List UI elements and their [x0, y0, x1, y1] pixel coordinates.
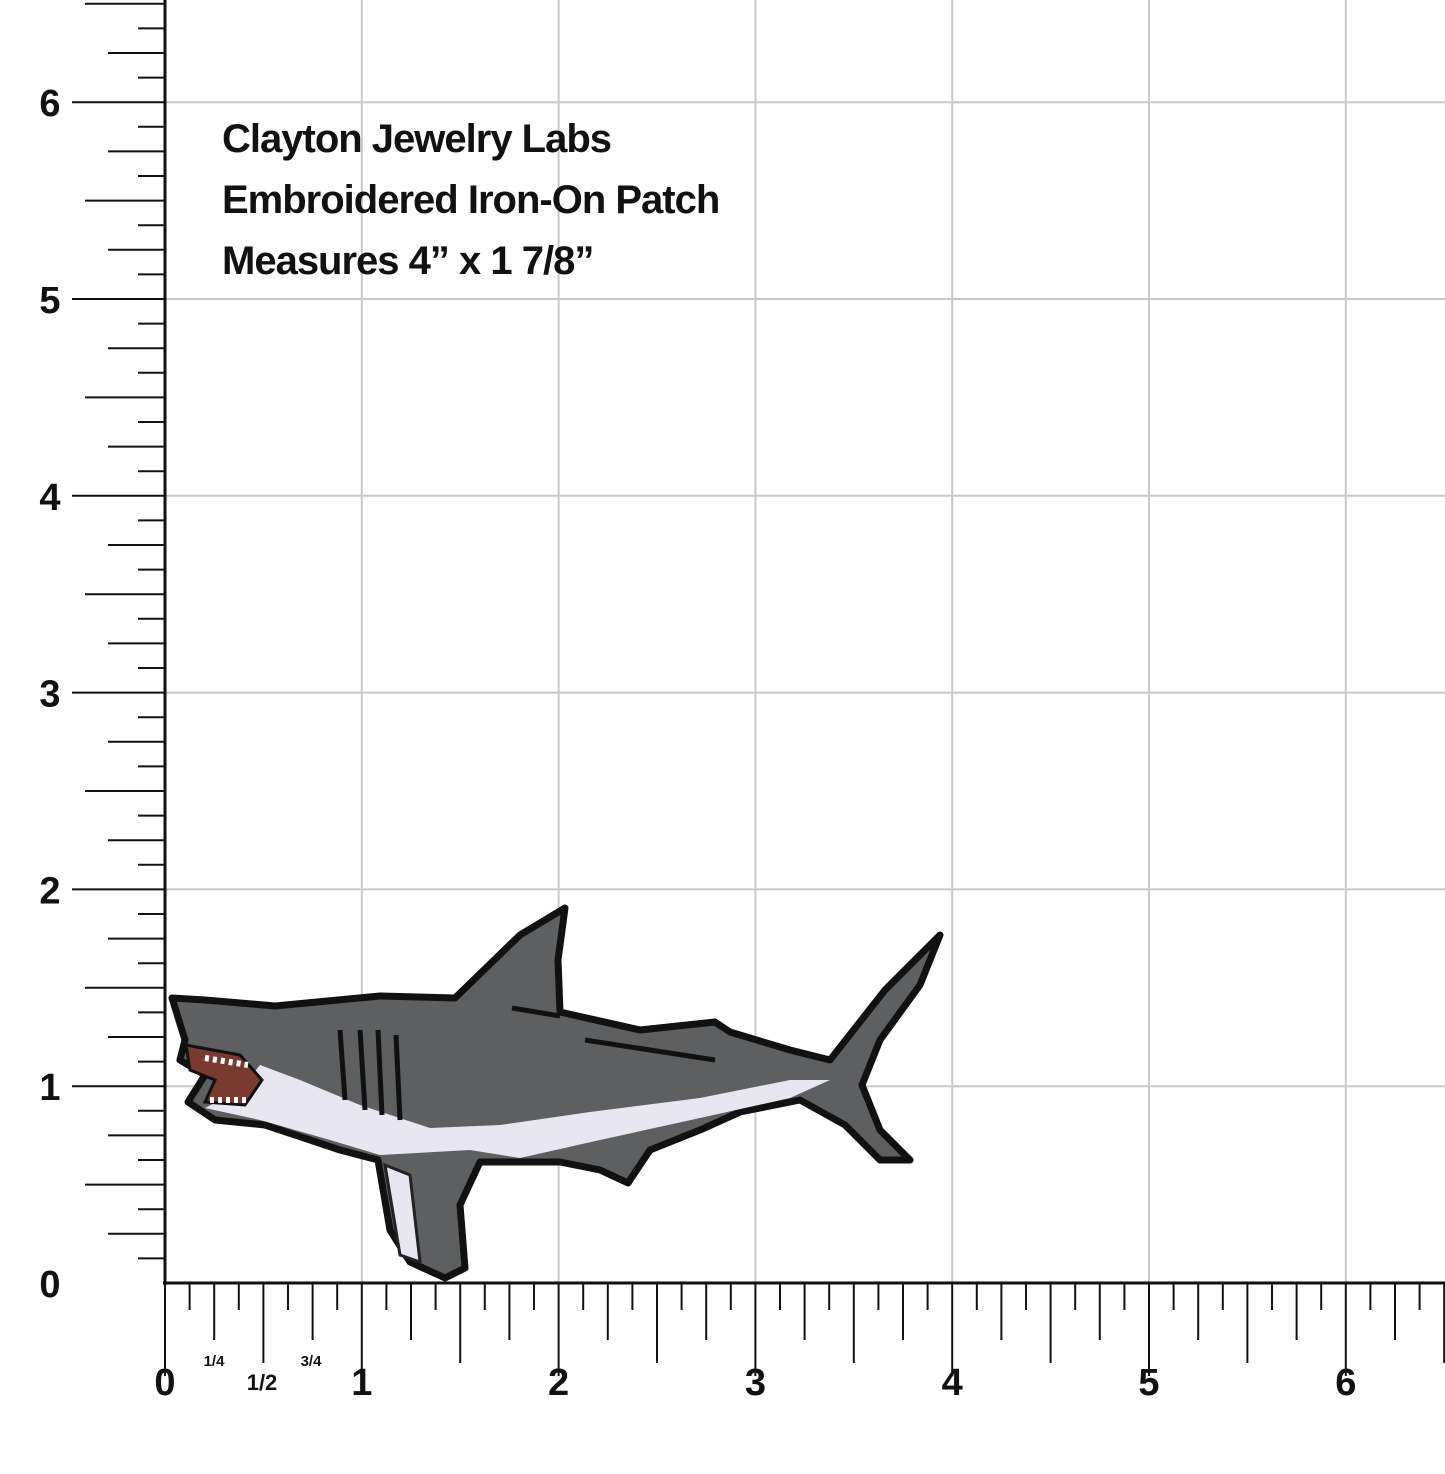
y-label: 6 — [39, 83, 60, 125]
y-label: 3 — [39, 674, 60, 716]
x-label: 0 — [154, 1362, 175, 1404]
grid — [72, 0, 1445, 1376]
labels: 0 1 2 3 4 5 6 0 1 2 3 4 5 6 1/4 1/2 3/4 Clayton Jewelry L… — [39, 83, 1356, 1404]
x-label: 6 — [1335, 1362, 1356, 1404]
annotation-line: Embroidered Iron-On Patch — [222, 178, 719, 222]
x-label: 2 — [548, 1362, 569, 1404]
x-label: 4 — [942, 1362, 963, 1404]
x-label: 3 — [745, 1362, 766, 1404]
y-label: 0 — [39, 1264, 60, 1306]
y-label: 1 — [39, 1067, 60, 1109]
y-label: 2 — [39, 870, 60, 912]
x-label: 5 — [1138, 1362, 1159, 1404]
fraction-label: 3/4 — [301, 1353, 323, 1370]
annotation-line: Measures 4” x 1 7/8” — [222, 239, 593, 283]
x-label: 1 — [351, 1362, 372, 1404]
fraction-label: 1/2 — [247, 1370, 278, 1395]
fraction-label: 1/4 — [204, 1353, 226, 1370]
y-label: 4 — [39, 477, 60, 519]
annotation-line: Clayton Jewelry Labs — [222, 117, 611, 161]
y-label: 5 — [39, 280, 60, 322]
shark-patch — [168, 904, 944, 1282]
